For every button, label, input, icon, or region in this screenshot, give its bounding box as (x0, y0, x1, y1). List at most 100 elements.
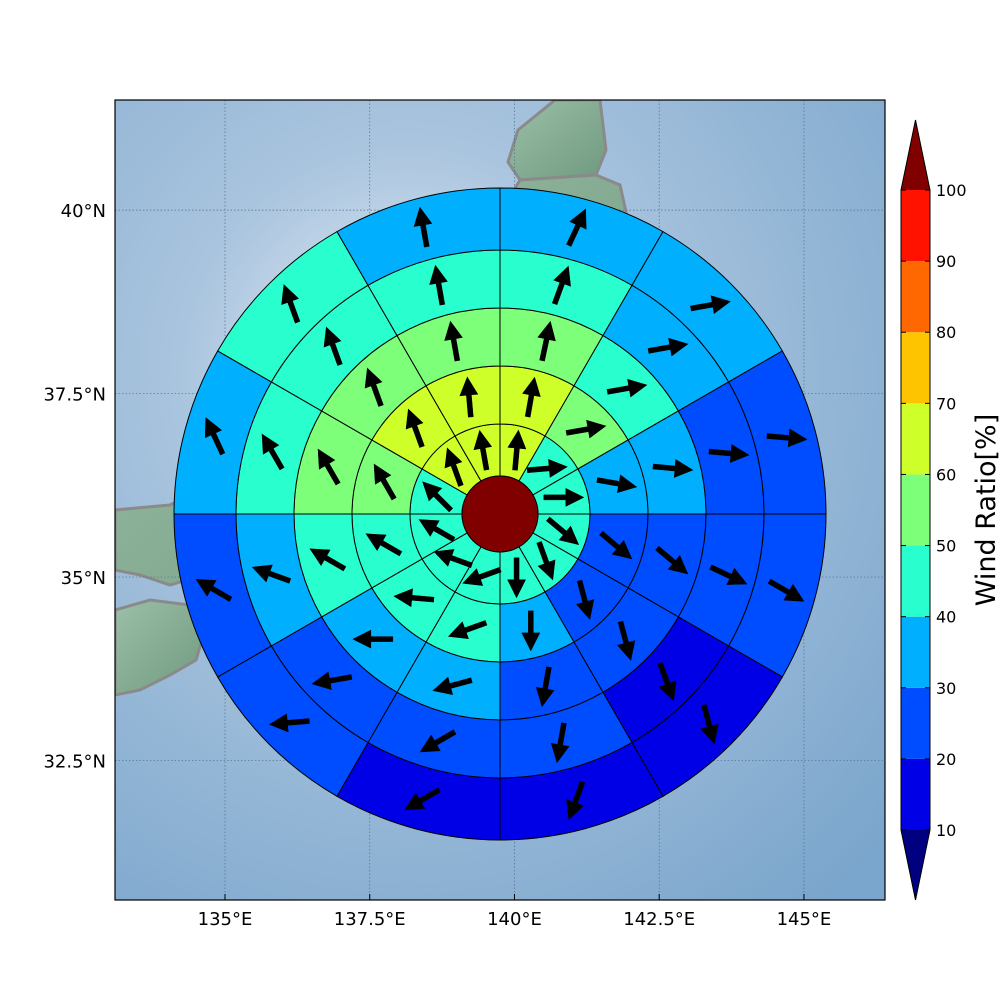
wind-arrow (422, 481, 454, 513)
wind-sectors (173, 187, 827, 841)
wind-arrow (404, 787, 441, 811)
lon-tick-label: 137.5°E (334, 909, 406, 930)
wind-arrow (365, 533, 403, 557)
sector-cell (336, 187, 501, 286)
wind-arrow (566, 780, 586, 821)
colorbar-tick-label: 100 (936, 181, 967, 200)
wind-arrow (268, 713, 310, 733)
center-disc (461, 475, 539, 553)
colorbar-segment (901, 474, 930, 546)
wind-arrow (373, 463, 397, 501)
wind-arrow (690, 295, 731, 314)
lon-tick-label: 140°E (487, 909, 542, 930)
wind-arrow (448, 620, 488, 640)
wind-arrow (708, 444, 750, 463)
wind-arrow (352, 629, 394, 649)
wind-arrow (309, 548, 347, 572)
lat-tick-label: 40°N (61, 201, 106, 222)
wind-arrow (462, 566, 502, 586)
wind-arrow (655, 545, 689, 575)
lat-tick-label: 32.5°N (43, 752, 106, 773)
colorbar-tick-label: 10 (936, 821, 956, 840)
colorbar-segment (901, 261, 930, 333)
colorbar-tick-label: 90 (936, 252, 956, 271)
wind-arrow (521, 610, 541, 652)
wind-arrow (535, 666, 555, 708)
wind-arrow (317, 448, 341, 486)
wind-arrow (537, 320, 556, 362)
wind-arrow (195, 579, 233, 602)
wind-arrow (536, 541, 556, 581)
colorbar-segment (901, 687, 930, 759)
colorbar: 10 20 30 40 50 60 70 80 90 100 Wind Ratio[%] (900, 119, 1000, 901)
wind-arrow (473, 429, 493, 471)
wind-arrow (507, 429, 527, 471)
wind-arrow (617, 620, 636, 661)
wind-arrow (433, 549, 473, 569)
colorbar-label: Wind Ratio[%] (971, 414, 1000, 606)
wind-arrow (599, 530, 633, 560)
colorbar-tick-label: 50 (936, 537, 956, 556)
lon-tick-label: 142.5°E (623, 909, 695, 930)
map-area (115, 100, 885, 900)
map-frame (114, 99, 886, 901)
wind-arrow (413, 206, 433, 248)
wind-arrow (546, 516, 580, 546)
wind-arrows (195, 206, 808, 821)
wind-arrow (364, 367, 384, 407)
colorbar-tick-label: 40 (936, 608, 956, 627)
axis-ticks: 135°E 137.5°E 140°E 142.5°E 145°E 32.5°N 35°N 3… (43, 201, 831, 930)
wind-arrow (323, 326, 343, 366)
lon-tick-label: 135°E (198, 909, 253, 930)
colorbar-segment (901, 758, 930, 830)
colorbar-segment (901, 190, 930, 262)
wind-arrow (576, 579, 595, 620)
colorbar-tick-label: 80 (936, 323, 956, 342)
wind-arrow (647, 337, 689, 357)
wind-arrow (418, 519, 456, 543)
wind-arrow (311, 671, 353, 691)
colorbar-tick-label: 60 (936, 465, 956, 484)
colorbar-tick-label: 20 (936, 750, 956, 769)
colorbar-segment (901, 403, 930, 475)
wind-arrow (550, 722, 570, 764)
wind-arrow (204, 417, 226, 456)
wind-arrow (419, 729, 457, 753)
wind-arrow (766, 428, 808, 448)
colorbar-tick-label: 70 (936, 394, 956, 413)
colorbar-over-arrow (901, 120, 930, 190)
wind-arrow (522, 376, 541, 418)
wind-arrow (700, 704, 719, 745)
colorbar-segment (901, 545, 930, 617)
wind-arrow (393, 588, 435, 608)
wind-arrow (709, 564, 748, 585)
wind-arrow (543, 487, 585, 507)
wind-arrow (432, 676, 473, 695)
lon-tick-label: 145°E (777, 909, 832, 930)
wind-arrow (444, 320, 463, 362)
wind-arrow (429, 264, 448, 306)
wind-arrow (507, 557, 526, 599)
wind-arrow (444, 447, 464, 487)
wind-arrow (767, 578, 805, 602)
wind-arrow (606, 378, 648, 398)
wind-arrow (566, 208, 587, 247)
lat-tick-label: 37.5°N (43, 385, 106, 406)
colorbar-segment (901, 616, 930, 688)
wind-arrow (405, 408, 425, 448)
wind-arrow (251, 564, 292, 584)
wind-arrow (652, 459, 694, 478)
shikoku-land (115, 598, 207, 697)
colorbar-segment (901, 332, 930, 404)
wind-arrow (565, 419, 607, 439)
colorbar-under-arrow (901, 830, 930, 900)
lat-tick-label: 35°N (61, 568, 106, 589)
wind-arrow (526, 458, 568, 478)
wind-arrow (551, 265, 571, 306)
wind-arrow (596, 474, 638, 494)
colorbar-tick-label: 30 (936, 679, 956, 698)
wind-arrow (281, 284, 301, 324)
wind-arrow (657, 662, 677, 702)
wind-arrow (261, 433, 285, 471)
